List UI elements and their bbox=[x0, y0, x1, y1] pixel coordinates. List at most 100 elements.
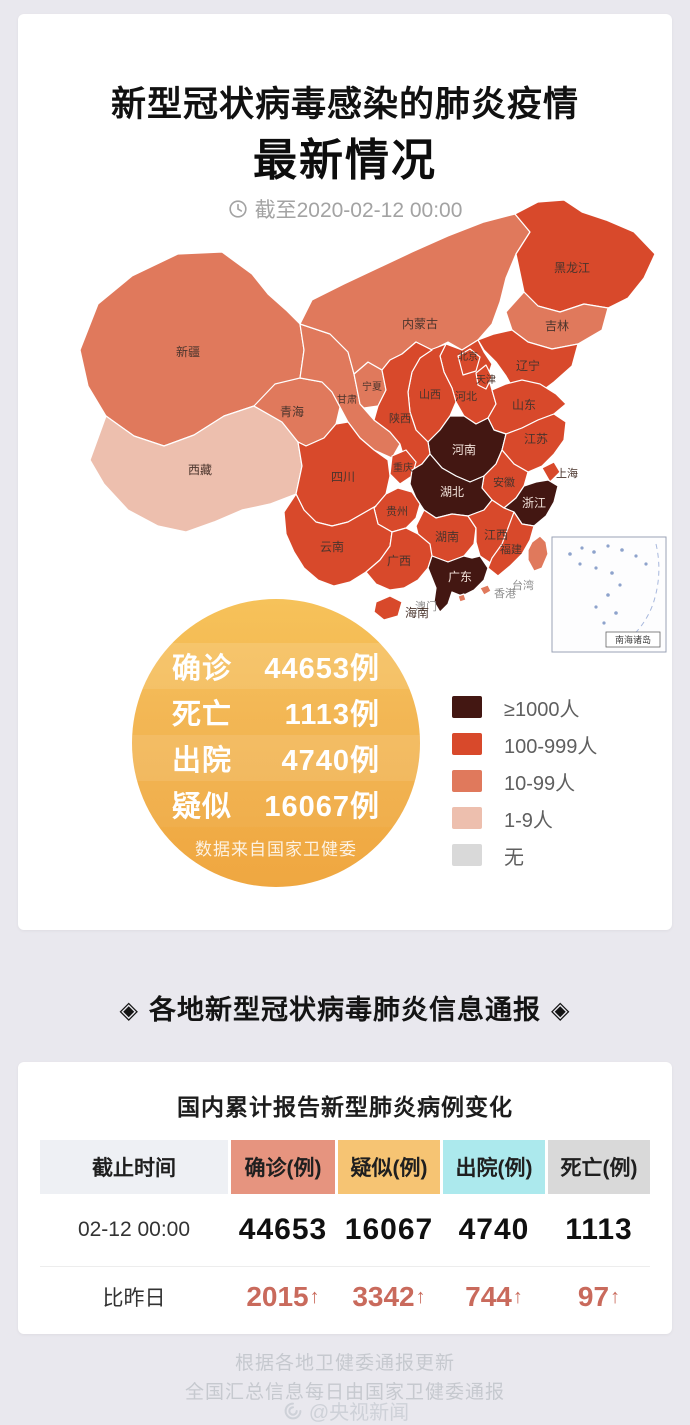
province-label: 黑龙江 bbox=[554, 261, 590, 275]
legend-row: ≥1000人 bbox=[452, 696, 597, 721]
province-label: 湖北 bbox=[440, 484, 464, 499]
legend-swatch-100-999 bbox=[452, 733, 482, 755]
province-label: 西藏 bbox=[188, 463, 212, 477]
table-row-divider bbox=[40, 1266, 650, 1267]
province-label: 吉林 bbox=[545, 319, 569, 333]
province-label: 辽宁 bbox=[516, 358, 540, 373]
page-subtitle: 最新情况 bbox=[253, 136, 437, 185]
province-label: 广东 bbox=[448, 570, 472, 584]
province-shape bbox=[541, 461, 561, 483]
province-label: 河南 bbox=[452, 442, 476, 457]
province-label: 重庆 bbox=[393, 461, 413, 474]
legend-label: 1-9人 bbox=[504, 809, 553, 832]
province-label: 内蒙古 bbox=[402, 316, 438, 331]
province-label: 云南 bbox=[320, 539, 344, 554]
province-shape bbox=[299, 213, 531, 375]
inset-label: 南海诸岛 bbox=[615, 634, 651, 645]
column-header-confirmed: 确诊(例) bbox=[231, 1140, 335, 1194]
legend-swatch-1-9 bbox=[452, 807, 482, 829]
province-label: 澳门 bbox=[415, 599, 437, 613]
summary-circle: 确诊 44653例 死亡 1113例 出院 4740例 疑似 16067例 数据… bbox=[132, 599, 420, 887]
map-legend: ≥1000人 100-999人 10-99人 1-9人 无 bbox=[452, 696, 597, 881]
footer-note: 根据各地卫健委通报更新 bbox=[234, 1353, 455, 1374]
province-label: 青海 bbox=[280, 404, 304, 419]
legend-row: 1-9人 bbox=[452, 807, 597, 832]
as-of-text: 截至2020-02-12 00:00 bbox=[254, 199, 463, 222]
province-label: 陕西 bbox=[389, 411, 411, 425]
table-cell-rowlabel: 比昨日 bbox=[102, 1287, 166, 1310]
legend-swatch-none bbox=[452, 844, 482, 866]
province-shape bbox=[373, 595, 403, 621]
legend-row: 无 bbox=[452, 844, 597, 869]
province-label: 天津 bbox=[476, 374, 496, 386]
footer-note: 全国汇总信息每日由国家卫健委通报 bbox=[184, 1382, 505, 1403]
legend-label: 100-999人 bbox=[504, 735, 598, 758]
table-cell-delta: 3342 ↑ bbox=[352, 1281, 426, 1312]
data-source-note: 数据来自国家卫健委 bbox=[195, 840, 357, 859]
province-shape bbox=[373, 341, 433, 471]
legend-label: ≥1000人 bbox=[504, 698, 580, 721]
table-card bbox=[18, 1062, 672, 1334]
province-shape bbox=[457, 593, 467, 603]
table-cell-delta: 97 ↑ bbox=[577, 1281, 621, 1312]
legend-row: 10-99人 bbox=[452, 770, 597, 795]
province-shape bbox=[479, 584, 492, 596]
diamond-icon: ◈ bbox=[551, 997, 571, 1024]
cases-table: 截止时间 确诊(例) 疑似(例) 出院(例) 死亡(例) 02-12 00:00… bbox=[40, 1140, 650, 1328]
stat-label: 死亡 bbox=[172, 699, 233, 731]
section-header: ◈ 各地新型冠状病毒肺炎信息通报 ◈ bbox=[0, 988, 690, 1027]
province-label: 贵州 bbox=[386, 505, 408, 518]
diamond-icon: ◈ bbox=[119, 997, 139, 1024]
legend-swatch-1000plus bbox=[452, 696, 482, 718]
table-cell-delta: 744 ↑ bbox=[465, 1281, 523, 1312]
province-shape bbox=[457, 348, 481, 376]
stat-value: 1113例 bbox=[284, 699, 380, 731]
province-shape bbox=[253, 377, 341, 447]
section-title: 各地新型冠状病毒肺炎信息通报 bbox=[149, 995, 541, 1025]
legend-label: 10-99人 bbox=[504, 772, 576, 795]
table-cell-value: 16067 bbox=[344, 1213, 434, 1246]
table-cell-value: 4740 bbox=[458, 1213, 530, 1246]
stat-row-discharged: 出院 4740例 bbox=[132, 735, 420, 781]
stat-row-suspected: 疑似 16067例 bbox=[132, 781, 420, 827]
province-shape bbox=[514, 199, 656, 313]
province-shape bbox=[427, 555, 489, 613]
stat-value: 4740例 bbox=[281, 745, 380, 777]
page-title: 新型冠状病毒感染的肺炎疫情 bbox=[110, 85, 579, 124]
province-label: 宁夏 bbox=[362, 380, 382, 393]
province-shape bbox=[477, 329, 579, 407]
province-label: 新疆 bbox=[176, 344, 200, 359]
stat-value: 44653例 bbox=[264, 653, 380, 685]
stat-row-deaths: 死亡 1113例 bbox=[132, 689, 420, 735]
province-label: 安徽 bbox=[493, 475, 515, 489]
china-choropleth-map: 新疆 西藏 青海 甘肃 宁夏 内蒙古 黑龙江 吉林 辽宁 河北 北京 天津 山西… bbox=[79, 199, 667, 653]
province-label: 香港 bbox=[494, 587, 516, 600]
province-shape bbox=[505, 291, 609, 350]
province-label: 江苏 bbox=[524, 432, 548, 446]
province-label: 广西 bbox=[387, 554, 411, 568]
table-title: 国内累计报告新型肺炎病例变化 bbox=[177, 1094, 513, 1120]
province-label: 山西 bbox=[419, 388, 441, 401]
stat-row-confirmed: 确诊 44653例 bbox=[132, 643, 420, 689]
table-cell-value: 1113 bbox=[565, 1213, 633, 1246]
province-label: 福建 bbox=[500, 542, 522, 556]
legend-label: 无 bbox=[504, 846, 524, 869]
table-cell-time: 02-12 00:00 bbox=[77, 1218, 191, 1241]
column-header-time: 截止时间 bbox=[40, 1140, 228, 1194]
province-label: 四川 bbox=[331, 470, 355, 484]
weibo-icon bbox=[284, 1402, 302, 1419]
legend-swatch-10-99 bbox=[452, 770, 482, 792]
province-label: 台湾 bbox=[512, 578, 534, 592]
watermark: @央视新闻 bbox=[0, 1396, 690, 1425]
stat-label: 确诊 bbox=[172, 653, 233, 685]
province-label: 海南 bbox=[405, 605, 429, 620]
stat-value: 16067例 bbox=[264, 791, 380, 823]
province-label: 上海 bbox=[556, 466, 578, 480]
province-label: 浙江 bbox=[522, 496, 546, 510]
province-label: 甘肃 bbox=[337, 393, 357, 406]
column-header-suspected: 疑似(例) bbox=[338, 1140, 440, 1194]
province-label: 山东 bbox=[512, 398, 536, 412]
up-arrow-icon: ↑ bbox=[415, 1285, 426, 1308]
table-cell-value: 44653 bbox=[238, 1213, 328, 1246]
province-label: 河北 bbox=[455, 390, 477, 403]
